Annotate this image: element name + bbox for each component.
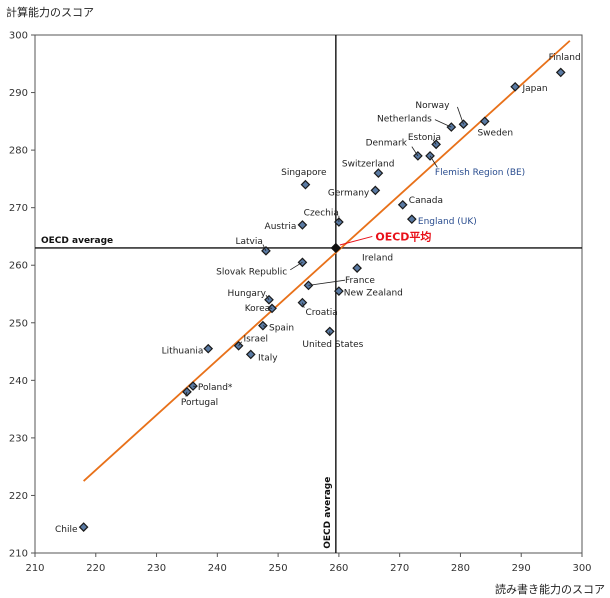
- plot-frame: [34, 34, 583, 554]
- point-label: Poland*: [198, 383, 233, 393]
- data-point-switzerland: [373, 168, 384, 178]
- oecd-average-horizontal-label: OECD average: [41, 236, 113, 246]
- oecd-average-vertical-label: OECD average: [323, 477, 333, 549]
- regression-line: [83, 40, 571, 482]
- oecd-callout-leader: [339, 235, 373, 246]
- y-tick-label: 230: [9, 433, 28, 444]
- leader-line: [262, 244, 267, 252]
- point-label: Slovak Republic: [216, 268, 287, 278]
- leader-line: [185, 391, 188, 397]
- point-label: Japan: [521, 84, 547, 94]
- data-point-england-uk-: [406, 214, 417, 225]
- point-label: Latvia: [236, 237, 263, 247]
- point-label: New Zealand: [344, 288, 403, 298]
- data-point-italy: [245, 349, 256, 360]
- y-tick-label: 270: [9, 203, 28, 214]
- y-tick-label: 240: [9, 376, 28, 387]
- x-axis-title: 読み書き能力のスコア: [495, 582, 605, 596]
- data-point-germany: [370, 185, 381, 196]
- point-label: Chile: [55, 525, 78, 535]
- x-tick-label: 290: [512, 563, 531, 574]
- leader-line: [432, 139, 437, 145]
- leader-line: [192, 385, 197, 388]
- trend-line: [83, 40, 571, 482]
- point-label: Czechia: [304, 208, 339, 218]
- leader-line: [429, 155, 438, 168]
- leader-line: [268, 307, 273, 309]
- oecd-average-lines: OECD average OECD average: [35, 35, 582, 553]
- point-label: Germany: [328, 189, 370, 199]
- point-label: Denmark: [366, 139, 408, 149]
- leader-line: [262, 325, 267, 328]
- point-label: England (UK): [418, 217, 477, 227]
- axes: 210 220 230 240 250 260 270 280 290 300 210 220 230 2…: [9, 31, 592, 575]
- point-labels: Finland Japan Norway Netherlands Sweden Eston…: [55, 53, 581, 535]
- point-label: Croatia: [305, 308, 337, 318]
- data-point-japan: [510, 81, 520, 92]
- leader-line: [265, 294, 270, 300]
- point-label: United States: [302, 340, 363, 350]
- leader-line: [238, 341, 242, 347]
- leader-line: [290, 262, 303, 271]
- point-label: Spain: [269, 323, 294, 333]
- point-label: Korea: [245, 304, 271, 314]
- data-point-new-zealand: [334, 286, 344, 296]
- leader-line: [434, 119, 452, 128]
- y-axis-title: 計算能力のスコア: [6, 5, 94, 19]
- point-label: Israel: [243, 334, 268, 344]
- point-label: Netherlands: [377, 114, 432, 124]
- point-label: Finland: [549, 53, 581, 63]
- data-point-sweden: [479, 116, 490, 127]
- x-tick-label: 300: [572, 563, 591, 574]
- y-tick-label: 300: [9, 31, 28, 42]
- x-tick-label: 250: [269, 563, 288, 574]
- point-label: Flemish Region (BE): [435, 168, 525, 178]
- leader-line: [411, 146, 419, 157]
- point-label: Hungary: [228, 289, 267, 299]
- point-label: Estonia: [408, 133, 441, 143]
- data-point-finland: [555, 67, 566, 78]
- y-tick-label: 280: [9, 146, 28, 157]
- leader-line: [457, 106, 464, 125]
- x-tick-label: 220: [86, 563, 105, 574]
- x-tick-label: 260: [329, 563, 348, 574]
- y-tick-label: 250: [9, 318, 28, 329]
- point-label: Italy: [258, 353, 278, 363]
- point-label: Canada: [409, 196, 443, 206]
- oecd-average-callout: OECD平均: [375, 229, 431, 243]
- x-tick-label: 280: [451, 563, 470, 574]
- x-tick-label: 270: [390, 563, 409, 574]
- point-label: Sweden: [477, 128, 513, 138]
- x-tick-label: 230: [147, 563, 166, 574]
- point-label: Norway: [415, 101, 450, 111]
- leader-line: [308, 279, 346, 286]
- y-tick-label: 260: [9, 261, 28, 272]
- data-point-canada: [397, 199, 408, 210]
- oecd-average-point: [330, 242, 342, 254]
- x-tick-label: 210: [25, 563, 44, 574]
- y-tick-label: 220: [9, 491, 28, 502]
- point-label: France: [345, 276, 375, 286]
- data-point-ireland: [352, 263, 362, 273]
- data-point-singapore: [300, 179, 311, 190]
- data-point-chile: [78, 522, 89, 532]
- point-label: Ireland: [362, 254, 393, 264]
- point-label: Austria: [265, 222, 297, 232]
- leader-line: [302, 302, 305, 308]
- point-label: Switzerland: [342, 159, 395, 169]
- point-label: Portugal: [181, 398, 218, 408]
- x-tick-label: 240: [208, 563, 227, 574]
- point-label: Lithuania: [162, 346, 204, 356]
- point-label: Singapore: [281, 168, 327, 178]
- data-point-lithuania: [203, 343, 214, 354]
- y-tick-label: 290: [9, 88, 28, 99]
- data-point-austria: [297, 220, 308, 230]
- y-tick-label: 210: [9, 549, 28, 560]
